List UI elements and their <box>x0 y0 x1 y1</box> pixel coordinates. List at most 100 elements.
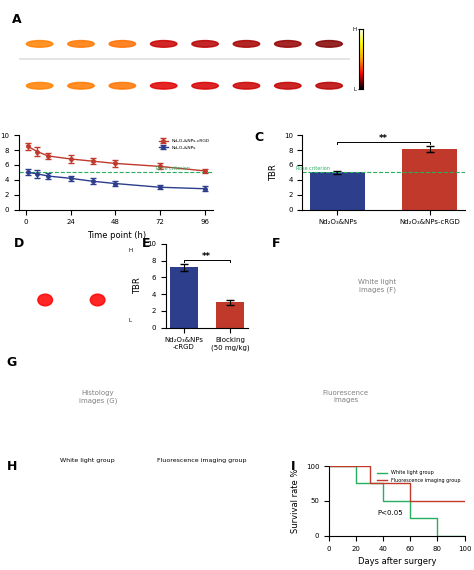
Bar <box>185 60 225 99</box>
Bar <box>216 303 244 328</box>
Text: P<0.05: P<0.05 <box>377 510 403 516</box>
Circle shape <box>38 294 53 306</box>
Fluorescence imaging group <box>448 498 454 504</box>
Text: L: L <box>128 319 131 323</box>
Fluorescence imaging group <box>421 498 427 504</box>
Text: D: D <box>14 237 24 250</box>
Fluorescence imaging group <box>367 480 373 487</box>
Text: H: H <box>7 461 17 474</box>
Fluorescence imaging group <box>353 463 359 470</box>
Circle shape <box>316 83 342 89</box>
Y-axis label: TBR: TBR <box>133 278 142 294</box>
Fluorescence imaging group <box>408 498 413 504</box>
Bar <box>310 19 349 58</box>
Bar <box>61 19 100 58</box>
Text: 48 h: 48 h <box>239 19 254 25</box>
Fluorescence imaging group <box>326 463 332 470</box>
Text: Nd₂O₃&NPs-cRGD: Nd₂O₃&NPs-cRGD <box>0 59 1 101</box>
Legend: White light group, Fluorescence imaging group: White light group, Fluorescence imaging … <box>375 469 462 484</box>
Text: Fluorescence
images: Fluorescence images <box>323 390 369 404</box>
Bar <box>227 19 266 58</box>
Text: H: H <box>128 248 132 253</box>
Text: C: C <box>254 132 263 144</box>
Text: E: E <box>142 237 150 250</box>
Text: 36 h: 36 h <box>198 19 212 25</box>
Text: I: I <box>291 461 296 474</box>
Text: White light
images (F): White light images (F) <box>358 279 396 292</box>
Text: 72 h: 72 h <box>281 19 295 25</box>
Circle shape <box>90 294 105 306</box>
White light group <box>353 480 359 487</box>
Fluorescence imaging group <box>340 463 346 470</box>
Circle shape <box>150 83 177 89</box>
Legend: Nd₂O₃&NPs-cRGD, Nd₂O₃&NPs: Nd₂O₃&NPs-cRGD, Nd₂O₃&NPs <box>157 137 211 152</box>
Bar <box>402 149 457 210</box>
Circle shape <box>109 40 136 47</box>
Bar <box>73 250 122 323</box>
Text: **: ** <box>202 252 211 261</box>
Text: Nd₂O₃&NPs: Nd₂O₃&NPs <box>0 25 1 52</box>
Text: Histology
images (G): Histology images (G) <box>79 390 118 404</box>
Circle shape <box>192 40 219 47</box>
Bar <box>20 60 59 99</box>
Circle shape <box>150 40 177 47</box>
Text: 6 h: 6 h <box>76 19 86 25</box>
Text: F: F <box>272 237 281 250</box>
Text: 24 h: 24 h <box>157 19 171 25</box>
Bar <box>170 267 198 328</box>
X-axis label: Days after surgery: Days after surgery <box>357 557 436 566</box>
Circle shape <box>192 83 219 89</box>
Text: Blocking
(50 mg/kg): Blocking (50 mg/kg) <box>84 246 111 257</box>
White light group <box>381 498 386 504</box>
Text: White light group: White light group <box>60 458 115 463</box>
Bar <box>144 60 183 99</box>
White light group <box>448 532 454 539</box>
Bar <box>103 60 142 99</box>
Text: 12 h: 12 h <box>115 19 129 25</box>
Text: Nd₂O₃&NPs
-cRGD: Nd₂O₃&NPs -cRGD <box>32 246 59 257</box>
White light group <box>408 515 413 522</box>
Bar <box>268 60 308 99</box>
X-axis label: Time point (h): Time point (h) <box>87 231 146 240</box>
Circle shape <box>27 83 53 89</box>
Circle shape <box>316 40 342 47</box>
Circle shape <box>68 83 94 89</box>
White light group <box>462 532 467 539</box>
Bar <box>227 60 266 99</box>
Fluorescence imaging group <box>394 480 400 487</box>
Text: **: ** <box>379 134 388 143</box>
Text: G: G <box>6 356 17 369</box>
Text: Fluorescence imaging group: Fluorescence imaging group <box>157 458 246 463</box>
White light group <box>326 463 332 470</box>
White light group <box>394 498 400 504</box>
Y-axis label: Survival rate %: Survival rate % <box>292 469 301 533</box>
Circle shape <box>109 83 136 89</box>
Line: White light group: White light group <box>329 466 465 536</box>
Line: Fluorescence imaging group: Fluorescence imaging group <box>329 466 465 501</box>
Text: Rose criterion: Rose criterion <box>156 166 190 171</box>
Bar <box>61 60 100 99</box>
White light group <box>367 480 373 487</box>
Circle shape <box>274 83 301 89</box>
Circle shape <box>274 40 301 47</box>
Text: Rose criterion: Rose criterion <box>296 166 330 172</box>
Fluorescence imaging group <box>435 498 440 504</box>
Bar <box>103 19 142 58</box>
Circle shape <box>68 40 94 47</box>
Bar <box>20 19 59 58</box>
Text: A: A <box>12 13 22 26</box>
Text: 96 h: 96 h <box>322 19 336 25</box>
Bar <box>185 19 225 58</box>
White light group <box>435 532 440 539</box>
Fluorescence imaging group <box>381 480 386 487</box>
Bar <box>268 19 308 58</box>
Circle shape <box>27 40 53 47</box>
Bar <box>310 172 365 210</box>
Fluorescence imaging group <box>462 498 467 504</box>
Bar <box>21 250 69 323</box>
Bar <box>144 19 183 58</box>
White light group <box>340 463 346 470</box>
Y-axis label: TBR: TBR <box>269 164 278 181</box>
Bar <box>310 60 349 99</box>
White light group <box>421 515 427 522</box>
